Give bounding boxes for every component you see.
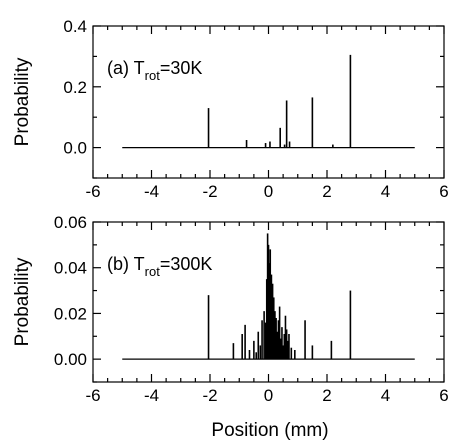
panel-label-main: (b) T <box>107 254 145 274</box>
x-tick-label: 6 <box>439 182 448 201</box>
y-axis-label: Probability <box>12 257 33 346</box>
panel-label-main: (a) T <box>107 58 145 78</box>
x-tick-label: 2 <box>322 182 331 201</box>
panel-label-suffix: =30K <box>160 58 203 78</box>
x-tick-label: -2 <box>202 386 217 405</box>
panel-label: (a) Trot=30K <box>107 58 202 83</box>
x-tick-label: -4 <box>144 386 159 405</box>
panel-label-subscript: rot <box>145 68 161 83</box>
y-tick-label: 0.4 <box>63 17 87 36</box>
y-tick-label: 0.02 <box>54 304 87 323</box>
x-tick-label: 0 <box>264 386 273 405</box>
y-axis-label: Probability <box>12 57 33 146</box>
x-axis-label: Position (mm) <box>211 420 328 441</box>
x-tick-label: -6 <box>85 182 100 201</box>
y-tick-label: 0.0 <box>63 139 87 158</box>
panel-b: -6 -4 -2 0 2 4 6 0.00 0.02 0.04 0.06 Probability (b)… <box>12 213 449 405</box>
y-tick-label: 0.04 <box>54 259 87 278</box>
x-tick-label: 6 <box>439 386 448 405</box>
x-tick-label: 4 <box>381 182 390 201</box>
x-tick-label: -6 <box>85 386 100 405</box>
x-tick-label: 0 <box>264 182 273 201</box>
panel-label: (b) Trot=300K <box>107 254 212 279</box>
panel-a: -6 -4 -2 0 2 4 6 0.0 0.2 0.4 Probability (a) Trot=3… <box>12 17 449 201</box>
x-tick-label: 2 <box>322 386 331 405</box>
x-tick-label: 4 <box>381 386 390 405</box>
x-tick-label: -2 <box>202 182 217 201</box>
panel-label-suffix: =300K <box>160 254 213 274</box>
x-tick-label: -4 <box>144 182 159 201</box>
y-tick-label: 0.2 <box>63 78 87 97</box>
panel-label-subscript: rot <box>145 264 161 279</box>
y-tick-label: 0.00 <box>54 350 87 369</box>
y-tick-label: 0.06 <box>54 213 87 232</box>
plot-frame <box>92 25 445 179</box>
